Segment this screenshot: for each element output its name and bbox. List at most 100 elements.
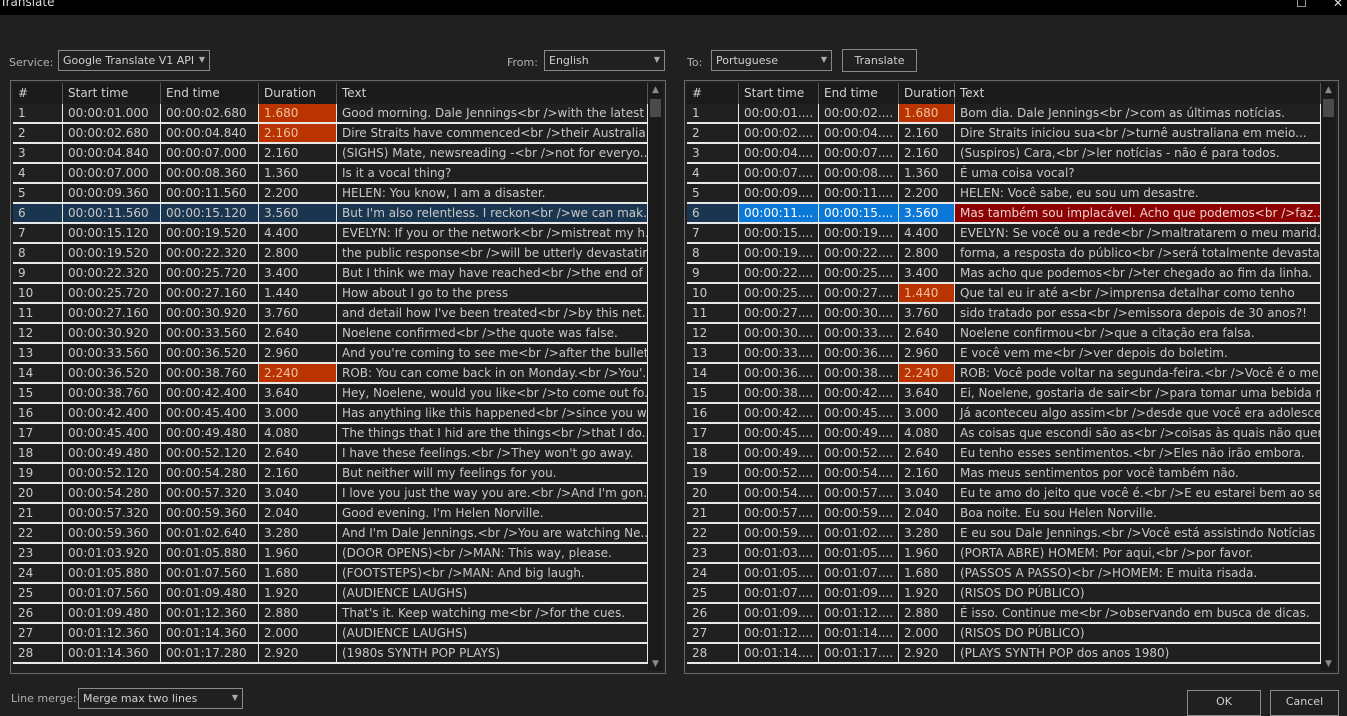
translated-subtitle-grid[interactable]: # Start time End time Duration Text 1 00:00:0… <box>684 80 1339 674</box>
table-row[interactable]: 5 00:00:09.... 00:00:11.... 2.200 HELEN: Voc… <box>687 184 1321 204</box>
row-number: 21 <box>13 504 63 522</box>
table-row[interactable]: 20 00:00:54.... 00:00:57.... 3.040 Eu te amo… <box>687 484 1321 504</box>
table-row[interactable]: 12 00:00:30.920 00:00:33.560 2.640 Noelene c… <box>13 324 648 344</box>
vertical-scrollbar[interactable]: ▲ ▼ <box>1321 83 1336 671</box>
table-row[interactable]: 27 00:01:12.360 00:01:14.360 2.000 (AUDIENCE… <box>13 624 648 644</box>
chevron-down-icon: ▼ <box>820 55 827 64</box>
end-time: 00:00:59.360 <box>161 504 259 522</box>
table-row[interactable]: 18 00:00:49.480 00:00:52.120 2.640 I have th… <box>13 444 648 464</box>
table-row[interactable]: 16 00:00:42.... 00:00:45.... 3.000 Já aconte… <box>687 404 1321 424</box>
table-row[interactable]: 1 00:00:01.000 00:00:02.680 1.680 Good morni… <box>13 104 648 124</box>
table-row[interactable]: 22 00:00:59.... 00:01:02.... 3.280 E eu sou … <box>687 524 1321 544</box>
column-header[interactable]: # <box>13 83 63 104</box>
table-row[interactable]: 6 00:00:11.... 00:00:15.... 3.560 Mas também… <box>687 204 1321 224</box>
table-row[interactable]: 24 00:01:05.880 00:01:07.560 1.680 (FOOTSTEP… <box>13 564 648 584</box>
table-row[interactable]: 10 00:00:25.... 00:00:27.... 1.440 Que tal e… <box>687 284 1321 304</box>
table-row[interactable]: 9 00:00:22.... 00:00:25.... 3.400 Mas acho q… <box>687 264 1321 284</box>
table-row[interactable]: 21 00:00:57.... 00:00:59.... 2.040 Boa noite… <box>687 504 1321 524</box>
column-header[interactable]: # <box>687 83 739 104</box>
close-icon[interactable]: ✕ <box>1333 0 1344 10</box>
table-row[interactable]: 14 00:00:36.520 00:00:38.760 2.240 ROB: You … <box>13 364 648 384</box>
row-number: 25 <box>13 584 63 602</box>
column-header[interactable]: End time <box>161 83 259 104</box>
line-merge-dropdown[interactable]: Merge max two lines ▼ <box>78 688 243 709</box>
scroll-thumb[interactable] <box>1323 99 1334 117</box>
vertical-scrollbar[interactable]: ▲ ▼ <box>648 83 663 671</box>
start-time: 00:00:49.480 <box>63 444 161 462</box>
table-row[interactable]: 12 00:00:30.... 00:00:33.... 2.640 Noelene c… <box>687 324 1321 344</box>
table-row[interactable]: 4 00:00:07.... 00:00:08.... 1.360 É uma cois… <box>687 164 1321 184</box>
table-row[interactable]: 26 00:01:09.... 00:01:12.... 2.880 É isso. C… <box>687 604 1321 624</box>
table-row[interactable]: 15 00:00:38.760 00:00:42.400 3.640 Hey, Noel… <box>13 384 648 404</box>
table-row[interactable]: 21 00:00:57.320 00:00:59.360 2.040 Good even… <box>13 504 648 524</box>
column-header[interactable]: Start time <box>63 83 161 104</box>
end-time: 00:00:07.... <box>819 144 899 162</box>
table-row[interactable]: 23 00:01:03.920 00:01:05.880 1.960 (DOOR OPE… <box>13 544 648 564</box>
source-subtitle-grid[interactable]: # Start time End time Duration Text 1 00:00:0… <box>10 80 666 674</box>
column-header[interactable]: Duration <box>899 83 956 104</box>
table-row[interactable]: 2 00:00:02.... 00:00:04.... 2.160 Dire Strai… <box>687 124 1321 144</box>
table-row[interactable]: 18 00:00:49.... 00:00:52.... 2.640 Eu tenho … <box>687 444 1321 464</box>
row-number: 2 <box>13 124 63 142</box>
table-row[interactable]: 14 00:00:36.... 00:00:38.... 2.240 ROB: Você… <box>687 364 1321 384</box>
table-row[interactable]: 27 00:01:12.... 00:01:14.... 2.000 (RISOS DO… <box>687 624 1321 644</box>
table-row[interactable]: 2 00:00:02.680 00:00:04.840 2.160 Dire Strai… <box>13 124 648 144</box>
column-header[interactable]: Duration <box>259 83 337 104</box>
maximize-icon[interactable]: ☐ <box>1296 0 1307 10</box>
column-header[interactable]: Start time <box>739 83 819 104</box>
table-row[interactable]: 4 00:00:07.000 00:00:08.360 1.360 Is it a vo… <box>13 164 648 184</box>
table-row[interactable]: 3 00:00:04.... 00:00:07.... 2.160 (Suspiros)… <box>687 144 1321 164</box>
table-row[interactable]: 19 00:00:52.120 00:00:54.280 2.160 But neith… <box>13 464 648 484</box>
table-row[interactable]: 11 00:00:27.... 00:00:30.... 3.760 sido trat… <box>687 304 1321 324</box>
end-time: 00:00:52.... <box>819 444 899 462</box>
end-time: 00:00:36.520 <box>161 344 259 362</box>
table-row[interactable]: 19 00:00:52.... 00:00:54.... 2.160 Mas meus … <box>687 464 1321 484</box>
duration: 4.400 <box>259 224 337 242</box>
table-row[interactable]: 10 00:00:25.720 00:00:27.160 1.440 How about… <box>13 284 648 304</box>
table-row[interactable]: 13 00:00:33.... 00:00:36.... 2.960 E você ve… <box>687 344 1321 364</box>
column-header[interactable]: End time <box>819 83 899 104</box>
table-row[interactable]: 25 00:01:07.560 00:01:09.480 1.920 (AUDIENCE… <box>13 584 648 604</box>
table-row[interactable]: 26 00:01:09.480 00:01:12.360 2.880 That's it… <box>13 604 648 624</box>
table-row[interactable]: 11 00:00:27.160 00:00:30.920 3.760 and detai… <box>13 304 648 324</box>
scroll-thumb[interactable] <box>650 99 661 117</box>
table-row[interactable]: 20 00:00:54.280 00:00:57.320 3.040 I love yo… <box>13 484 648 504</box>
line-merge-label: Line merge: <box>11 692 77 705</box>
table-row[interactable]: 23 00:01:03.... 00:01:05.... 1.960 (PORTA AB… <box>687 544 1321 564</box>
service-dropdown[interactable]: Google Translate V1 API ▼ <box>58 50 210 71</box>
table-row[interactable]: 17 00:00:45.400 00:00:49.480 4.080 The thing… <box>13 424 648 444</box>
subtitle-text: But I'm also relentless. I reckon<br />w… <box>337 204 648 222</box>
table-row[interactable]: 24 00:01:05.... 00:01:07.... 1.680 (PASSOS A… <box>687 564 1321 584</box>
ok-button[interactable]: OK <box>1187 690 1261 716</box>
table-row[interactable]: 3 00:00:04.840 00:00:07.000 2.160 (SIGHS) Ma… <box>13 144 648 164</box>
subtitle-text: And you're coming to see me<br />after t… <box>337 344 648 362</box>
table-row[interactable]: 6 00:00:11.560 00:00:15.120 3.560 But I'm al… <box>13 204 648 224</box>
translate-button[interactable]: Translate <box>842 49 917 72</box>
table-row[interactable]: 22 00:00:59.360 00:01:02.640 3.280 And I'm D… <box>13 524 648 544</box>
table-row[interactable]: 8 00:00:19.520 00:00:22.320 2.800 the public… <box>13 244 648 264</box>
table-row[interactable]: 28 00:01:14.360 00:01:17.280 2.920 (1980s SY… <box>13 644 648 664</box>
cancel-button[interactable]: Cancel <box>1270 690 1339 716</box>
to-language-dropdown[interactable]: Portuguese ▼ <box>711 50 832 71</box>
table-row[interactable]: 8 00:00:19.... 00:00:22.... 2.800 forma, a r… <box>687 244 1321 264</box>
table-row[interactable]: 16 00:00:42.400 00:00:45.400 3.000 Has anyth… <box>13 404 648 424</box>
scroll-up-icon[interactable]: ▲ <box>1325 85 1332 95</box>
column-header[interactable]: Text <box>337 83 648 104</box>
scroll-up-icon[interactable]: ▲ <box>652 85 659 95</box>
table-row[interactable]: 28 00:01:14.... 00:01:17.... 2.920 (PLAYS SY… <box>687 644 1321 664</box>
scroll-down-icon[interactable]: ▼ <box>1325 659 1332 669</box>
table-row[interactable]: 9 00:00:22.320 00:00:25.720 3.400 But I thin… <box>13 264 648 284</box>
table-row[interactable]: 7 00:00:15.... 00:00:19.... 4.400 EVELYN: Se… <box>687 224 1321 244</box>
end-time: 00:00:49.480 <box>161 424 259 442</box>
column-header[interactable]: Text <box>955 83 1321 104</box>
table-row[interactable]: 5 00:00:09.360 00:00:11.560 2.200 HELEN: You… <box>13 184 648 204</box>
scroll-down-icon[interactable]: ▼ <box>652 659 659 669</box>
table-row[interactable]: 13 00:00:33.560 00:00:36.520 2.960 And you'r… <box>13 344 648 364</box>
table-row[interactable]: 7 00:00:15.120 00:00:19.520 4.400 EVELYN: If… <box>13 224 648 244</box>
table-row[interactable]: 15 00:00:38.... 00:00:42.... 3.640 Ei, Noele… <box>687 384 1321 404</box>
table-row[interactable]: 17 00:00:45.... 00:00:49.... 4.080 As coisas… <box>687 424 1321 444</box>
table-row[interactable]: 25 00:01:07.... 00:01:09.... 1.920 (RISOS DO… <box>687 584 1321 604</box>
subtitle-text: But I think we may have reached<br />the… <box>337 264 648 282</box>
table-row[interactable]: 1 00:00:01.... 00:00:02.... 1.680 Bom dia. D… <box>687 104 1321 124</box>
from-language-dropdown[interactable]: English ▼ <box>544 50 665 71</box>
